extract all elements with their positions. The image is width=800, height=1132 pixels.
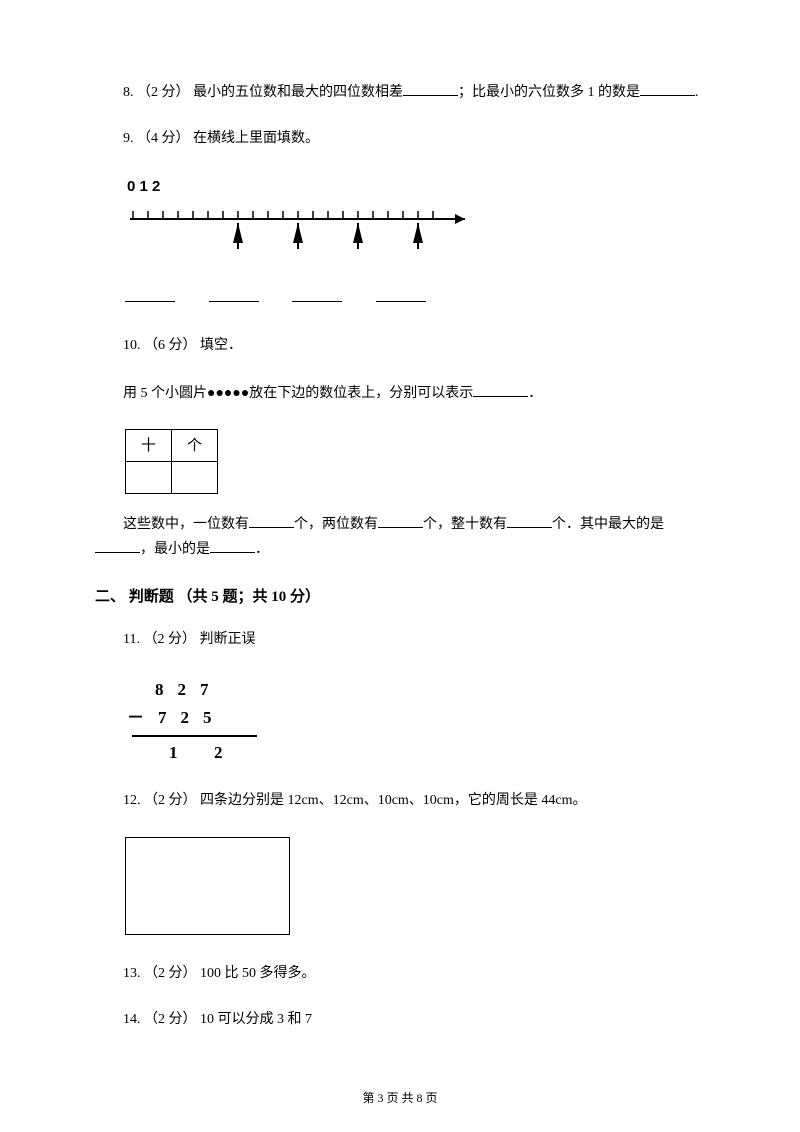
q9-blank4[interactable] bbox=[376, 286, 426, 302]
q14-points: （2 分） bbox=[144, 1012, 197, 1027]
q9-blank1[interactable] bbox=[125, 286, 175, 302]
q10-blank2[interactable] bbox=[378, 512, 423, 528]
question-14: 14. （2 分） 10 可以分成 3 和 7 bbox=[95, 1009, 705, 1031]
q10-instruction: 用 5 个小圆片●●●●●放在下边的数位表上，分别可以表示 ． bbox=[95, 381, 705, 405]
section-2-header: 二、 判断题 （共 5 题；共 10 分） bbox=[95, 585, 705, 609]
q11-points: （2 分） bbox=[143, 632, 196, 647]
rectangle-diagram bbox=[125, 837, 290, 935]
question-10: 10. （6 分） 填空． bbox=[95, 335, 705, 357]
q14-text: 10 可以分成 3 和 7 bbox=[197, 1012, 313, 1027]
number-line-diagram: 0 1 2 bbox=[125, 175, 485, 264]
q8-blank1[interactable] bbox=[403, 80, 458, 96]
place-tens-cell[interactable] bbox=[126, 462, 172, 494]
q9-blank2[interactable] bbox=[209, 286, 259, 302]
q14-num: 14. bbox=[123, 1012, 144, 1027]
q10-f1: 这些数中，一位数有 bbox=[123, 517, 249, 532]
sub-n2: －725 bbox=[127, 704, 705, 733]
q10-text: 填空． bbox=[197, 338, 243, 353]
q8-text2: ；比最小的六位数多 1 的数是 bbox=[458, 85, 640, 100]
number-line-label: 0 1 2 bbox=[127, 175, 485, 199]
q10-blank3[interactable] bbox=[507, 512, 552, 528]
q10-points: （6 分） bbox=[144, 338, 197, 353]
q9-num: 9. bbox=[123, 131, 137, 146]
q10-f3: 个，整十数有 bbox=[423, 517, 507, 532]
sub-line bbox=[132, 735, 257, 737]
q10-blank4[interactable] bbox=[95, 537, 140, 553]
subtraction-problem: 827 －725 102 bbox=[127, 676, 705, 769]
q12-num: 12. bbox=[123, 793, 144, 808]
question-9: 9. （4 分） 在横线上里面填数。 bbox=[95, 128, 705, 150]
q10-f5: ，最小的是 bbox=[140, 542, 210, 557]
q10-f6: ． bbox=[255, 542, 269, 557]
q10-blank0[interactable] bbox=[473, 381, 528, 397]
q10-instruction-text: 用 5 个小圆片●●●●●放在下边的数位表上，分别可以表示 bbox=[123, 386, 473, 401]
q9-blank3[interactable] bbox=[292, 286, 342, 302]
q10-f4: 个．其中最大的是 bbox=[552, 517, 664, 532]
q9-answer-blanks bbox=[125, 286, 705, 310]
q10-num: 10. bbox=[123, 338, 144, 353]
q8-num: 8. bbox=[123, 85, 137, 100]
q11-num: 11. bbox=[123, 632, 143, 647]
q8-points: （2 分） bbox=[137, 85, 190, 100]
q10-followup: 这些数中，一位数有 个，两位数有 个，整十数有 个．其中最大的是 ，最小的是 ． bbox=[95, 512, 705, 561]
q9-text: 在横线上里面填数。 bbox=[190, 131, 320, 146]
q8-blank2[interactable] bbox=[640, 80, 695, 96]
place-value-table: 十 个 bbox=[125, 429, 218, 494]
q9-points: （4 分） bbox=[137, 131, 190, 146]
place-tens: 十 bbox=[126, 430, 172, 462]
question-8: 8. （2 分） 最小的五位数和最大的四位数相差 ；比最小的六位数多 1 的数是. bbox=[95, 80, 705, 104]
q11-text: 判断正误 bbox=[196, 632, 256, 647]
page-footer: 第 3 页 共 8 页 bbox=[0, 1089, 800, 1108]
q8-text1: 最小的五位数和最大的四位数相差 bbox=[190, 85, 404, 100]
q13-num: 13. bbox=[123, 966, 144, 981]
sub-result: 102 bbox=[127, 739, 705, 768]
q13-text: 100 比 50 多得多。 bbox=[197, 966, 316, 981]
q13-points: （2 分） bbox=[144, 966, 197, 981]
q10-blank1[interactable] bbox=[249, 512, 294, 528]
q8-period: . bbox=[695, 85, 699, 100]
q10-period: ． bbox=[528, 386, 542, 401]
sub-n1: 827 bbox=[127, 676, 705, 705]
q10-blank5[interactable] bbox=[210, 537, 255, 553]
q10-f2: 个，两位数有 bbox=[294, 517, 378, 532]
question-12: 12. （2 分） 四条边分别是 12cm、12cm、10cm、10cm，它的周… bbox=[95, 790, 705, 812]
place-ones: 个 bbox=[172, 430, 218, 462]
question-11: 11. （2 分） 判断正误 bbox=[95, 629, 705, 651]
q12-text: 四条边分别是 12cm、12cm、10cm、10cm，它的周长是 44cm。 bbox=[197, 793, 587, 808]
q12-points: （2 分） bbox=[144, 793, 197, 808]
question-13: 13. （2 分） 100 比 50 多得多。 bbox=[95, 963, 705, 985]
number-line-svg bbox=[125, 201, 485, 256]
place-ones-cell[interactable] bbox=[172, 462, 218, 494]
